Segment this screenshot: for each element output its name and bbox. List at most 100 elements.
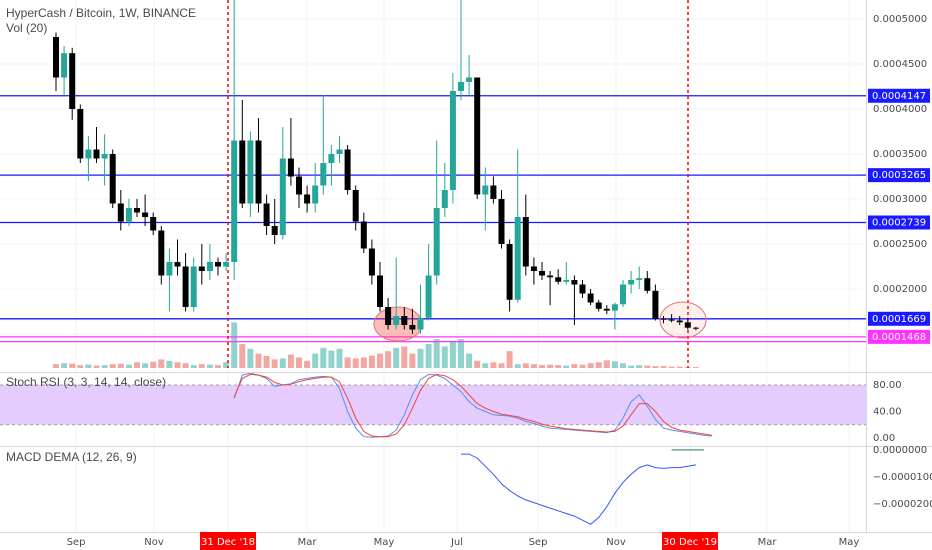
date-marker-label: 31 Dec '18 xyxy=(201,537,255,548)
grid-layer xyxy=(0,0,866,532)
volume-bar xyxy=(198,364,205,368)
volume-bar xyxy=(85,364,92,368)
candle-body xyxy=(417,317,424,330)
candle-body xyxy=(587,293,594,303)
stoch-tick-label: 0.00 xyxy=(873,433,895,444)
candle-body xyxy=(255,140,262,204)
candle-body xyxy=(360,221,367,249)
level-lines-layer xyxy=(0,0,866,368)
candle-body xyxy=(190,266,197,307)
candle-body xyxy=(441,190,448,208)
candle-body xyxy=(61,53,68,78)
volume-bar xyxy=(579,364,586,368)
candle-body xyxy=(271,226,278,235)
candle-body xyxy=(595,302,602,309)
price-tag-label: 0.0002739 xyxy=(872,217,926,228)
volume-bar xyxy=(150,361,157,368)
volume-bar xyxy=(368,355,375,368)
price-tag-label: 0.0001669 xyxy=(872,314,926,325)
candle-body xyxy=(571,280,578,285)
candle-body xyxy=(263,203,270,226)
time-axis-label: Sep xyxy=(67,537,86,548)
candle-body xyxy=(247,140,254,204)
price-tag xyxy=(868,215,930,230)
volume-bar xyxy=(692,367,699,368)
stoch-d-line xyxy=(233,373,713,438)
candle-body xyxy=(77,109,84,159)
date-marker-label: 30 Dec '19 xyxy=(663,537,717,548)
candle-body xyxy=(109,154,116,204)
stoch-k-line xyxy=(233,372,713,438)
volume-bar xyxy=(271,359,278,368)
volume-bar xyxy=(101,365,108,368)
macd-tick-label: −0.0000200 xyxy=(873,499,932,510)
candle-body xyxy=(377,275,383,307)
volume-bar xyxy=(174,362,181,368)
volume-bar xyxy=(109,364,116,368)
price-tag xyxy=(868,311,930,326)
candle-body xyxy=(458,82,464,91)
time-axis-label: Jul xyxy=(450,537,463,548)
volume-bar xyxy=(304,360,311,368)
candle-body xyxy=(385,307,392,325)
volume-bar xyxy=(401,346,408,368)
candle-body xyxy=(352,190,359,222)
volume-bar xyxy=(458,339,464,368)
price-tag xyxy=(868,329,930,344)
volume-bar xyxy=(263,356,270,368)
volume-bar xyxy=(385,351,392,368)
candle-body xyxy=(547,275,554,278)
volume-bar xyxy=(77,365,84,368)
candle-body xyxy=(401,316,408,325)
volume-bar xyxy=(506,351,513,368)
time-axis-label: Nov xyxy=(606,537,626,548)
candle-body xyxy=(433,208,440,276)
candle-body xyxy=(490,185,497,199)
time-axis-label: Mar xyxy=(758,537,778,548)
volume-bar xyxy=(352,358,359,368)
candle-body xyxy=(579,284,586,294)
candle-body xyxy=(684,322,691,328)
candle-body xyxy=(636,278,643,280)
price-tick-label: 0.0003500 xyxy=(873,149,927,160)
volume-bar xyxy=(239,344,246,368)
volume-bar xyxy=(466,353,473,368)
candle-body xyxy=(668,319,675,321)
volume-bar xyxy=(514,364,521,368)
candle-body xyxy=(449,91,456,190)
volume-bar xyxy=(611,361,618,368)
volume-bar xyxy=(628,365,635,368)
volume-bar xyxy=(125,364,132,368)
macd-tick-label: 0.0000000 xyxy=(873,445,927,456)
volume-bar xyxy=(498,363,505,368)
candle-body xyxy=(296,176,302,195)
volume-bar xyxy=(158,359,165,368)
candle-body xyxy=(644,278,651,291)
candle-body xyxy=(320,163,327,186)
volume-bar xyxy=(555,365,562,368)
candle-body xyxy=(368,248,375,276)
volume-bar xyxy=(474,360,481,368)
candle-body xyxy=(522,217,529,267)
time-axis-label: Sep xyxy=(529,537,548,548)
candle-body xyxy=(287,158,294,177)
candle-body xyxy=(85,149,92,159)
macd-tick-label: −0.0000100 xyxy=(873,472,932,483)
indicator-layer xyxy=(233,372,713,525)
candle-body xyxy=(652,290,659,319)
volume-bar xyxy=(255,353,262,368)
volume-bar xyxy=(393,347,400,368)
candle-body xyxy=(344,149,351,190)
candle-body xyxy=(312,185,319,204)
candle-body xyxy=(93,149,100,159)
volume-bar xyxy=(676,366,683,368)
volume-bar xyxy=(449,341,456,368)
price-tag xyxy=(868,88,930,103)
stoch-tick-label: 40.00 xyxy=(873,407,902,418)
volume-bar xyxy=(595,362,602,368)
candle-body xyxy=(628,280,635,285)
volume-bar xyxy=(636,365,643,368)
price-tag-label: 0.0003265 xyxy=(872,170,926,181)
volume-bar xyxy=(53,364,59,368)
